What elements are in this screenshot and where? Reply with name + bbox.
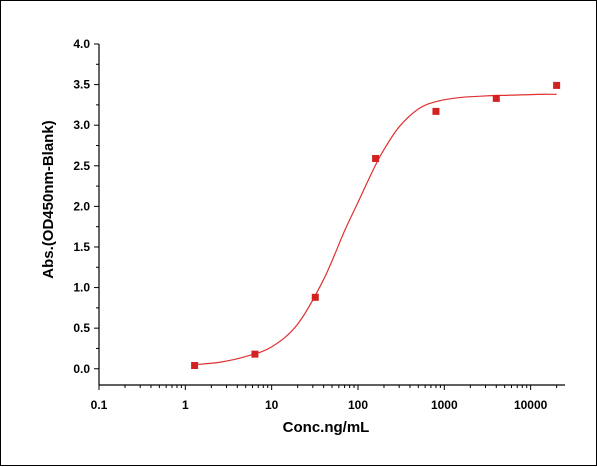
- data-point: [432, 107, 440, 115]
- y-tick-label: 0.5: [73, 321, 90, 335]
- y-tick-label: 3.5: [73, 78, 90, 92]
- data-points-layer: [191, 81, 561, 370]
- x-tick-label: 10000: [514, 398, 548, 412]
- data-point: [372, 154, 380, 162]
- x-tick-label: 100: [348, 398, 368, 412]
- data-point: [553, 81, 561, 89]
- x-tick-label: 1: [182, 398, 189, 412]
- data-point: [311, 293, 319, 301]
- fit-curve-line: [194, 93, 557, 366]
- data-point: [191, 362, 199, 370]
- y-tick-label: 4.0: [73, 37, 90, 51]
- y-tick-label: 3.0: [73, 118, 90, 132]
- x-tick-label: 1000: [431, 398, 458, 412]
- x-tick-label: 10: [265, 398, 279, 412]
- fit-curve-layer: [194, 93, 557, 366]
- x-tick-label: 0.1: [91, 398, 108, 412]
- y-tick-label: 0.0: [73, 362, 90, 376]
- y-tick-label: 1.5: [73, 240, 90, 254]
- ticks: 0.0 0.5 1.0 1.5 2.0 2.5 3.0 3.5 4.0 0.1 1 10 100 1000…: [73, 37, 558, 412]
- data-point: [251, 350, 259, 358]
- x-axis-label: Conc.ng/mL: [283, 419, 370, 436]
- y-tick-label: 2.0: [73, 199, 90, 213]
- y-axis-label: Abs.(OD450nm-Blank): [40, 120, 57, 278]
- y-tick-label: 1.0: [73, 281, 90, 295]
- data-point: [492, 94, 500, 102]
- y-tick-label: 2.5: [73, 159, 90, 173]
